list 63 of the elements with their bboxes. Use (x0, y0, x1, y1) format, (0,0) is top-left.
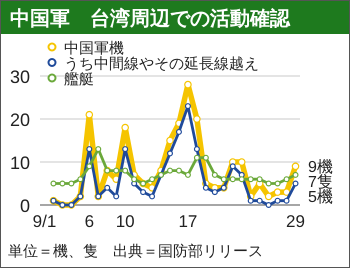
point (220, 176, 227, 182)
point (282, 188, 290, 196)
point (104, 184, 110, 191)
point (184, 172, 191, 178)
point (212, 172, 218, 178)
legend: うち中間線やその延長線越え (64, 56, 259, 72)
point (202, 154, 209, 161)
point (68, 180, 74, 186)
point (230, 163, 236, 170)
ytick: 0 (20, 196, 30, 216)
legend: 中国軍機 (64, 40, 124, 57)
point (113, 168, 120, 174)
ytick: 10 (10, 153, 30, 173)
point (167, 168, 173, 174)
title: 中国軍 台湾周辺での活動確認 (10, 8, 290, 30)
point (292, 162, 300, 170)
point (230, 176, 236, 182)
point (122, 168, 128, 174)
xtick: 17 (178, 212, 198, 231)
legend: 艦艇 (64, 71, 94, 88)
point (50, 180, 56, 186)
point (176, 128, 182, 135)
xtick: 10 (116, 212, 135, 231)
point (176, 168, 182, 174)
point (284, 198, 290, 204)
point (86, 163, 92, 170)
point (77, 176, 84, 182)
xtick: 9/1 (32, 212, 56, 231)
point (274, 188, 282, 196)
point (284, 176, 290, 182)
ytick: 20 (10, 110, 30, 130)
point (256, 176, 263, 182)
point (238, 176, 245, 182)
point (184, 80, 192, 88)
point (266, 202, 272, 208)
xtick: 29 (286, 212, 305, 231)
point (202, 184, 209, 191)
ytick: 30 (10, 67, 30, 87)
point (194, 146, 200, 152)
point (212, 189, 218, 196)
point (292, 172, 299, 178)
point (140, 189, 146, 196)
annotation: 5機 (308, 189, 333, 206)
point (149, 176, 156, 182)
point (248, 198, 254, 204)
point (193, 115, 201, 123)
point (274, 198, 281, 204)
point (292, 180, 299, 186)
point (131, 176, 138, 182)
point (121, 124, 129, 132)
point (86, 110, 94, 118)
note: 単位＝機、隻 出典＝国防部リリース (8, 243, 263, 260)
xtick: 6 (84, 212, 94, 231)
point (248, 176, 254, 182)
point (59, 180, 66, 186)
point (194, 154, 200, 161)
point (266, 180, 272, 186)
point (149, 193, 156, 200)
point (264, 192, 272, 200)
point (256, 198, 263, 204)
point (166, 136, 174, 144)
point (274, 180, 281, 186)
point (167, 150, 173, 156)
